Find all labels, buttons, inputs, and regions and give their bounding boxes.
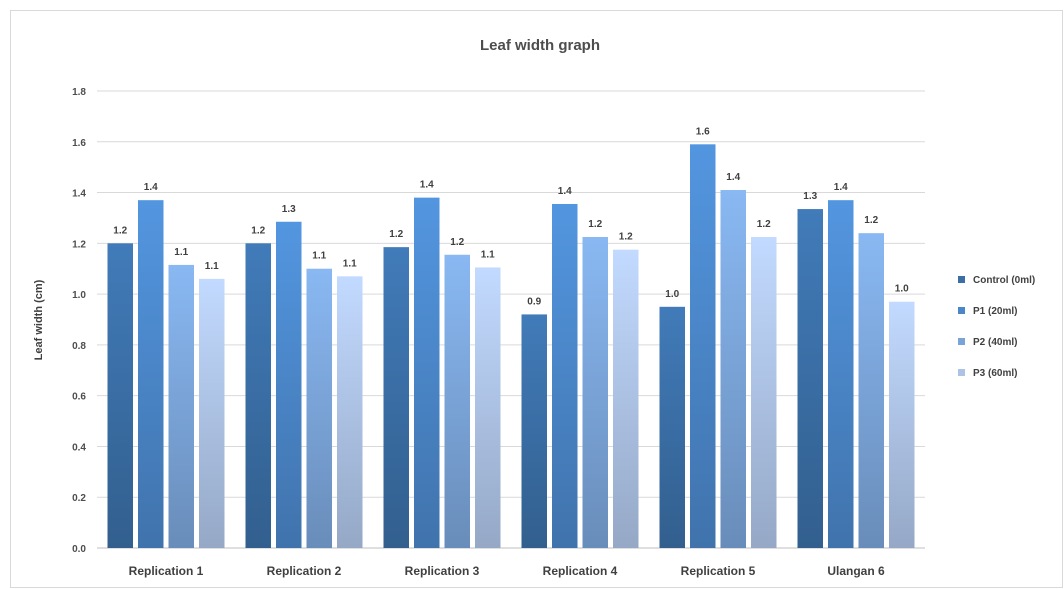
- x-axis-categories: Replication 1 Replication 2 Replication 3 R…: [129, 564, 885, 578]
- y-axis-title: Leaf width (cm): [33, 279, 45, 360]
- data-label: 1.3: [803, 191, 817, 202]
- y-tick-label: 1.6: [72, 138, 86, 149]
- category-label: Replication 1: [129, 564, 204, 578]
- y-tick-label: 0.2: [72, 493, 86, 504]
- category-label: Replication 5: [681, 564, 756, 578]
- category-label: Replication 3: [405, 564, 480, 578]
- y-tick-label: 1.2: [72, 239, 86, 250]
- bar: [582, 236, 608, 548]
- data-label: 1.2: [757, 219, 771, 230]
- data-label: 1.2: [619, 232, 633, 243]
- category-label: Replication 4: [543, 564, 618, 578]
- bar: [107, 243, 133, 549]
- y-tick-label: 1.8: [72, 87, 86, 98]
- data-label: 1.2: [864, 215, 878, 226]
- y-tick-label: 1.4: [72, 189, 86, 200]
- data-label: 1.6: [696, 126, 710, 137]
- bar: [475, 267, 501, 548]
- bar: [552, 203, 578, 548]
- bar: [751, 236, 777, 548]
- bar: [414, 197, 440, 548]
- y-tick-label: 0.6: [72, 392, 86, 403]
- bar: [337, 276, 363, 548]
- y-tick-label: 0.8: [72, 341, 86, 352]
- bar: [444, 254, 470, 548]
- legend-swatch: [958, 276, 965, 283]
- bars: [107, 144, 915, 549]
- legend-label: P1 (20ml): [973, 306, 1017, 317]
- bar: [276, 221, 302, 548]
- bar: [245, 243, 271, 549]
- data-label: 1.4: [726, 172, 740, 183]
- y-tick-label: 0.4: [72, 442, 86, 453]
- category-label: Replication 2: [267, 564, 342, 578]
- data-label: 1.4: [558, 186, 572, 197]
- bar: [138, 200, 164, 548]
- legend-label: P3 (60ml): [973, 368, 1017, 379]
- gridlines: [97, 90, 925, 549]
- chart-title: Leaf width graph: [480, 37, 600, 54]
- data-label: 1.4: [834, 182, 848, 193]
- bar: [858, 233, 884, 548]
- bar: [889, 301, 915, 548]
- category-label: Ulangan 6: [827, 564, 885, 578]
- bar: [306, 268, 332, 548]
- legend-swatch: [958, 369, 965, 376]
- bar: [797, 209, 823, 548]
- y-axis-ticks: 0.0 0.2 0.4 0.6 0.8 1.0 1.2 1.4 1.6 1.8: [72, 87, 86, 555]
- data-label: 1.2: [113, 225, 127, 236]
- data-label: 1.0: [895, 284, 909, 295]
- data-label: 1.2: [389, 229, 403, 240]
- bar: [613, 249, 639, 549]
- bar: [521, 314, 547, 548]
- y-tick-label: 0.0: [72, 544, 86, 555]
- data-label: 1.1: [174, 247, 188, 258]
- data-label: 1.2: [251, 225, 265, 236]
- bar: [659, 306, 685, 548]
- data-label: 1.1: [481, 249, 495, 260]
- legend-swatch: [958, 307, 965, 314]
- bar: [168, 264, 194, 548]
- legend-label: P2 (40ml): [973, 337, 1017, 348]
- bar: [720, 190, 746, 548]
- data-label: 1.1: [343, 258, 357, 269]
- y-tick-label: 1.0: [72, 290, 86, 301]
- data-label: 1.0: [665, 289, 679, 300]
- data-label: 1.3: [282, 204, 296, 215]
- bar: [383, 247, 409, 548]
- data-label: 1.4: [144, 182, 158, 193]
- data-label: 1.1: [205, 261, 219, 272]
- legend: Control (0ml) P1 (20ml) P2 (40ml) P3 (60ml): [958, 275, 1035, 379]
- data-label: 1.2: [588, 219, 602, 230]
- legend-label: Control (0ml): [973, 275, 1035, 286]
- data-label: 1.1: [312, 251, 326, 262]
- legend-swatch: [958, 338, 965, 345]
- bar: [690, 144, 716, 549]
- data-label: 0.9: [527, 296, 541, 307]
- data-label: 1.2: [450, 237, 464, 248]
- data-label: 1.4: [420, 180, 434, 191]
- bar: [828, 200, 854, 548]
- data-labels: 1.2 1.4 1.1 1.1 1.2 1.3 1.1 1.1 1.2 1.4 1.2 1.1 0.9 1…: [113, 126, 909, 307]
- bar: [199, 278, 225, 548]
